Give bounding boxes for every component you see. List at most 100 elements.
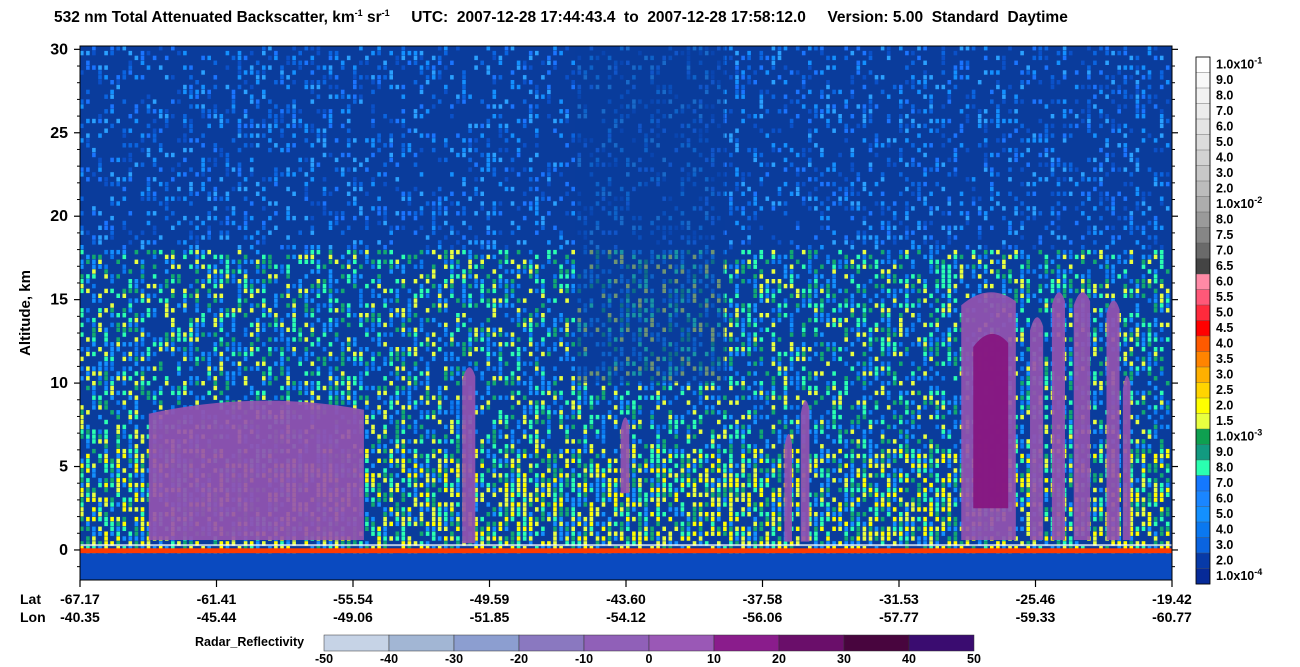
heatmap-cell (231, 220, 236, 226)
heatmap-cell (638, 516, 642, 522)
heatmap-cell (195, 317, 199, 323)
heatmap-cell (431, 303, 436, 308)
heatmap-cell (365, 332, 369, 337)
heatmap-cell (407, 313, 412, 318)
heatmap-cell (638, 381, 642, 386)
heatmap-cell (122, 177, 127, 182)
heatmap-cell (280, 147, 284, 153)
heatmap-cell (498, 259, 503, 264)
heatmap-cell (407, 414, 412, 420)
heatmap-cell (92, 463, 96, 468)
heatmap-cell (607, 516, 612, 522)
heatmap-cell (419, 89, 424, 95)
heatmap-cell (492, 75, 497, 80)
heatmap-cell (243, 274, 248, 279)
title-exponent: -1 (354, 8, 363, 18)
heatmap-cell (268, 347, 272, 352)
heatmap-cell (389, 351, 393, 357)
heatmap-cell (474, 492, 478, 497)
heatmap-cell (231, 322, 236, 328)
heatmap-cell (195, 322, 199, 328)
heatmap-cell (419, 259, 424, 264)
heatmap-cell (425, 366, 430, 371)
heatmap-cell (431, 473, 436, 478)
heatmap-cell (359, 313, 363, 318)
heatmap-cell (152, 128, 157, 133)
heatmap-cell (80, 279, 84, 284)
heatmap-cell (249, 351, 254, 357)
heatmap-cell (237, 351, 242, 357)
heatmap-cell (328, 308, 333, 313)
heatmap-cell (280, 356, 284, 362)
heatmap-cell (383, 400, 387, 405)
heatmap-cell (304, 138, 309, 143)
heatmap-cell (183, 351, 187, 357)
heatmap-cell (528, 424, 533, 430)
heatmap-cell (219, 152, 224, 158)
heatmap-cell (444, 211, 448, 216)
heatmap-cell (535, 196, 539, 201)
heatmap-cell (486, 536, 491, 541)
heatmap-cell (468, 167, 472, 172)
heatmap-cell (577, 458, 582, 463)
heatmap-cell (110, 347, 114, 352)
heatmap-cell (80, 196, 84, 201)
heatmap-cell (516, 482, 521, 488)
heatmap-cell (292, 283, 296, 289)
heatmap-cell (286, 371, 290, 376)
heatmap-cell (371, 308, 375, 313)
heatmap-cell (183, 157, 187, 163)
heatmap-cell (365, 478, 369, 483)
heatmap-cell (528, 288, 533, 294)
heatmap-cell (304, 371, 309, 376)
heatmap-cell (535, 206, 539, 211)
heatmap-cell (395, 463, 400, 468)
heatmap-cell (528, 439, 533, 444)
heatmap-cell (583, 400, 588, 405)
heatmap-cell (468, 317, 472, 323)
heatmap-cell (395, 390, 400, 396)
heatmap-cell (407, 536, 412, 541)
heatmap-cell (262, 70, 266, 75)
heatmap-cell (353, 240, 357, 245)
heatmap-cell (565, 181, 569, 187)
heatmap-cell (286, 313, 290, 318)
heatmap-cell (322, 75, 327, 80)
heatmap-cell (456, 458, 460, 463)
heatmap-cell (492, 80, 497, 85)
heatmap-cell (152, 157, 157, 163)
heatmap-cell (255, 264, 260, 269)
heatmap-cell (516, 473, 521, 478)
heatmap-cell (437, 410, 442, 415)
heatmap-cell (140, 230, 145, 235)
heatmap-cell (225, 376, 230, 381)
heatmap-cell (492, 303, 497, 308)
heatmap-cell (401, 196, 406, 201)
heatmap-cell (128, 448, 133, 454)
heatmap-cell (316, 317, 321, 323)
heatmap-cell (274, 303, 278, 308)
heatmap-cell (377, 65, 381, 70)
heatmap-cell (322, 186, 327, 192)
heatmap-cell (171, 293, 175, 298)
heatmap-cell (128, 434, 133, 439)
heatmap-cell (262, 541, 266, 546)
heatmap-cell (86, 492, 90, 497)
heatmap-cell (146, 434, 151, 439)
heatmap-cell (116, 546, 120, 551)
heatmap-cell (171, 75, 175, 80)
heatmap-cell (340, 371, 345, 376)
heatmap-cell (134, 492, 139, 497)
heatmap-cell (431, 55, 436, 61)
heatmap-cell (498, 351, 503, 357)
heatmap-cell (541, 502, 545, 507)
heatmap-cell (207, 356, 211, 362)
heatmap-cell (613, 546, 618, 551)
heatmap-cell (565, 541, 569, 546)
heatmap-cell (189, 123, 193, 129)
heatmap-cell (474, 453, 478, 459)
heatmap-cell (249, 385, 254, 391)
heatmap-cell (274, 264, 278, 269)
heatmap-cell (377, 75, 381, 80)
heatmap-cell (219, 269, 224, 274)
